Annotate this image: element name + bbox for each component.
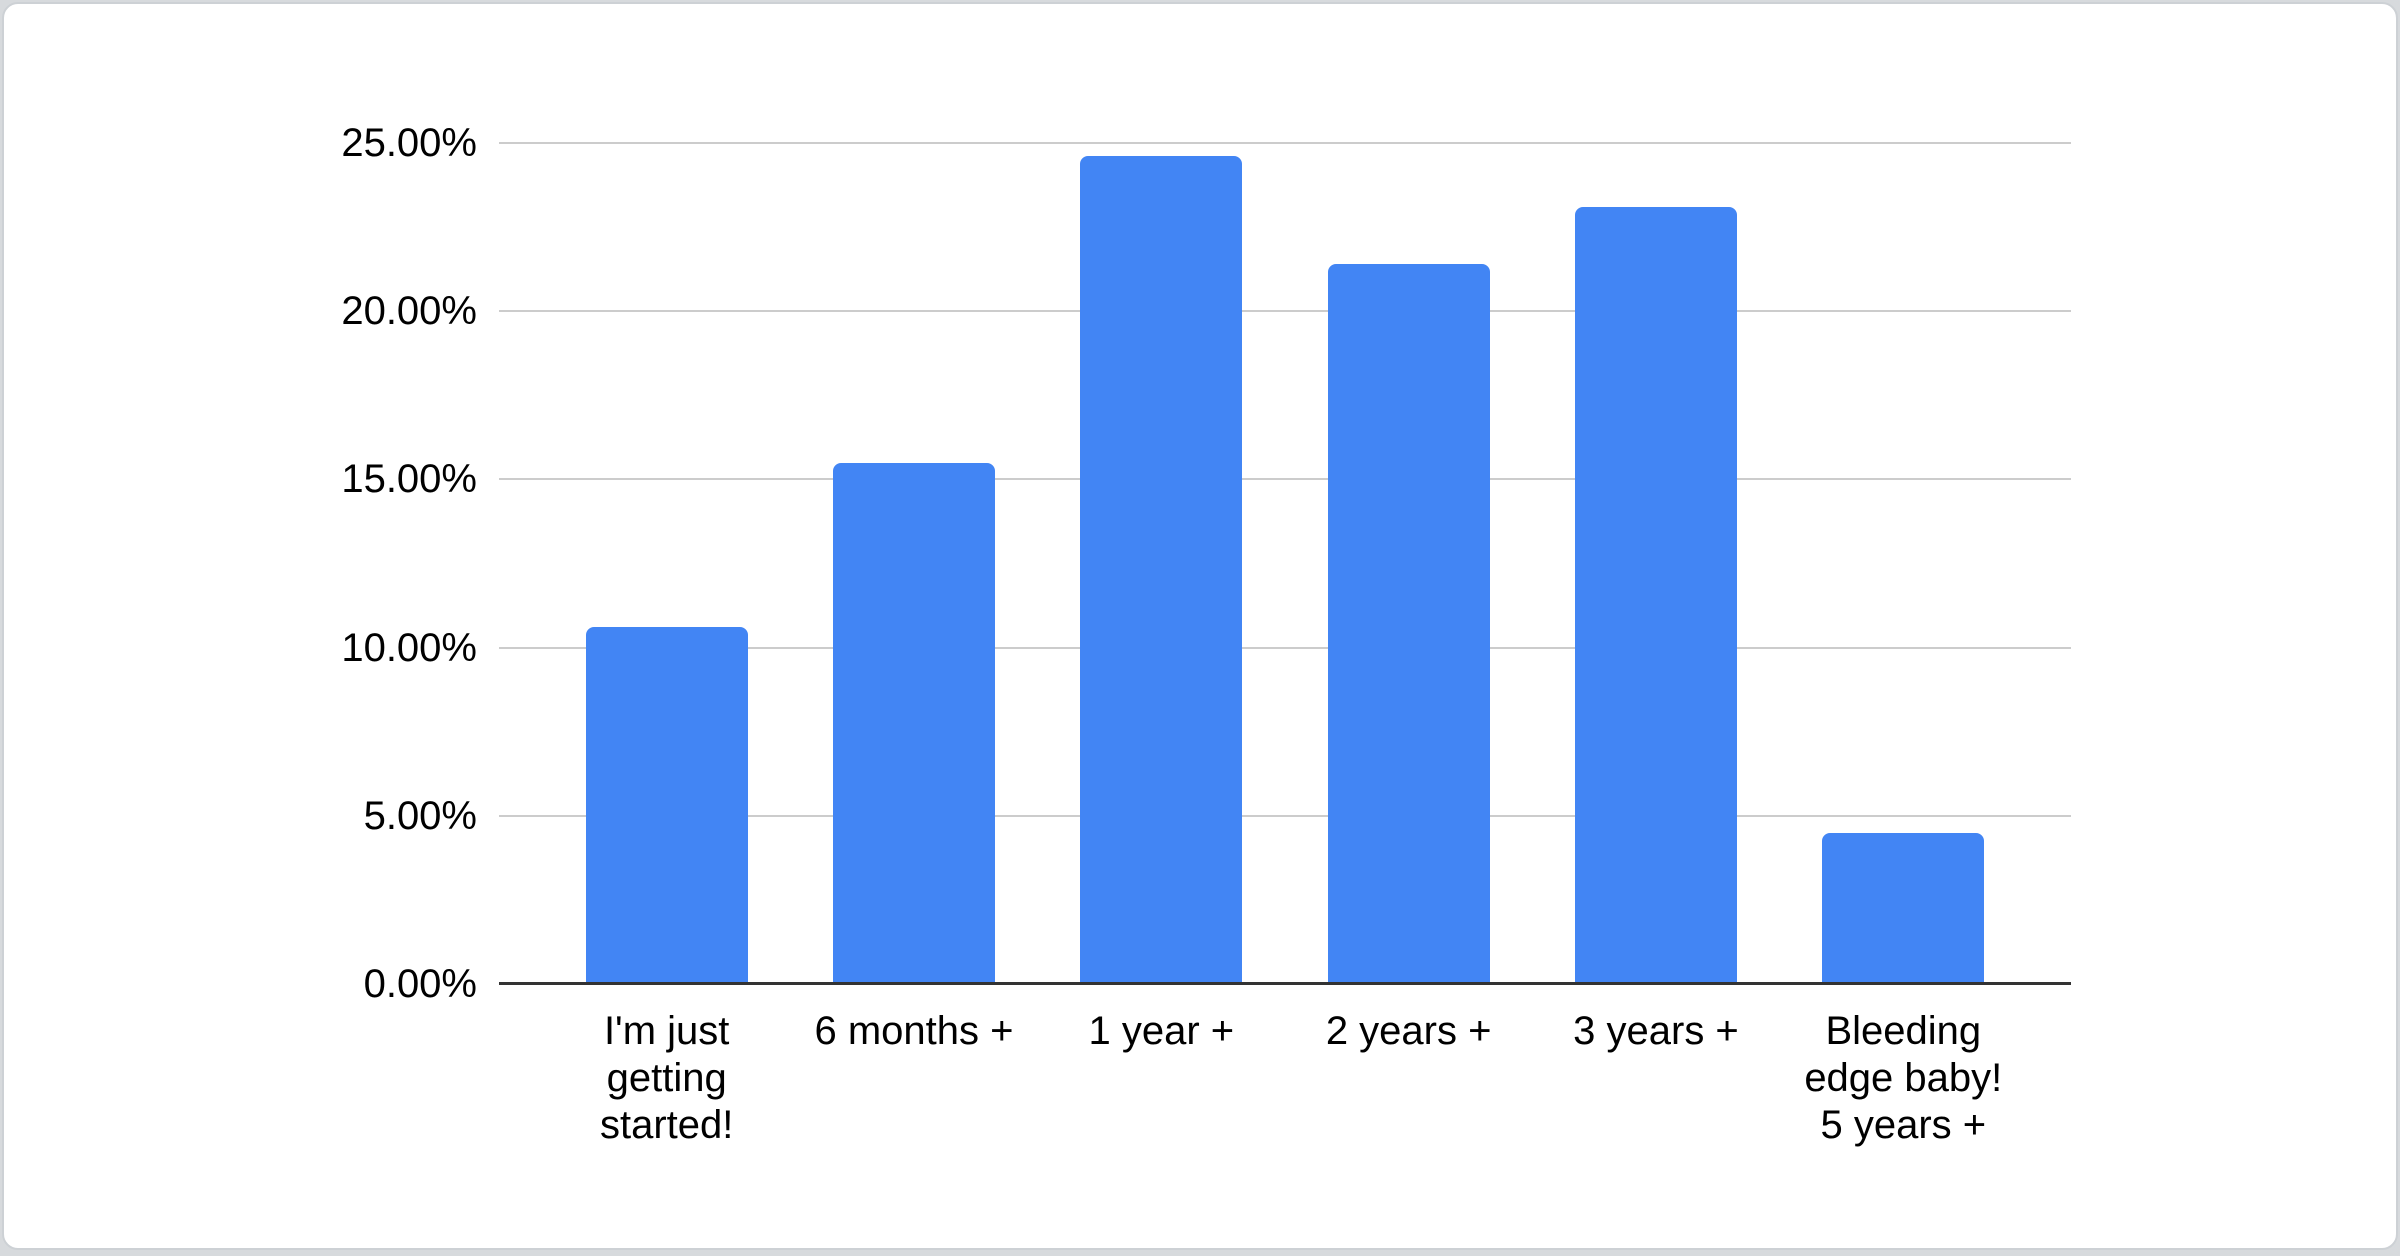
y-tick-label: 5.00% <box>363 793 477 838</box>
bar-2-years-plus <box>1327 264 1490 984</box>
y-tick-label: 20.00% <box>341 289 477 334</box>
y-tick-label: 10.00% <box>341 625 477 670</box>
bar-band <box>543 143 790 984</box>
x-axis-baseline <box>499 982 2071 985</box>
y-tick-label: 25.00% <box>341 121 477 165</box>
gridline-15pct <box>499 478 2071 481</box>
bar-1-year-plus <box>1080 156 1243 984</box>
gridline-25pct <box>499 142 2071 144</box>
y-tick-label: 0.00% <box>363 962 477 1006</box>
bar-band <box>1285 143 1532 984</box>
x-category-label: Bleeding edge baby! 5 years + <box>1804 1009 2003 1147</box>
bar-6-months-plus <box>833 462 995 984</box>
bar-band <box>1532 143 1779 984</box>
x-category-label: 2 years + <box>1325 1009 1492 1053</box>
bar-band <box>790 143 1037 984</box>
x-axis-labels: I'm just getting started! 6 months + 1 y… <box>499 1008 2071 1149</box>
bar-im-just-getting-started <box>585 627 748 984</box>
gridline-10pct <box>499 646 2071 649</box>
x-category-label: I'm just getting started! <box>599 1009 734 1147</box>
x-category-label: 3 years + <box>1573 1009 1739 1053</box>
x-category-label: 1 year + <box>1088 1009 1235 1053</box>
bar-band <box>1780 143 2027 984</box>
bars-row <box>499 143 2071 984</box>
bar-band <box>1038 143 1285 984</box>
y-tick-label: 15.00% <box>341 457 477 502</box>
bar-bleeding-edge-5-years <box>1822 832 1985 984</box>
gridline-5pct <box>499 814 2071 817</box>
plot-area: 0.00% 5.00% 10.00% 15.00% 20.00% 25.00% <box>341 123 2071 1004</box>
x-category-label: 6 months + <box>814 1009 1014 1053</box>
gridline-20pct <box>499 310 2071 313</box>
bar-3-years-plus <box>1574 206 1737 984</box>
